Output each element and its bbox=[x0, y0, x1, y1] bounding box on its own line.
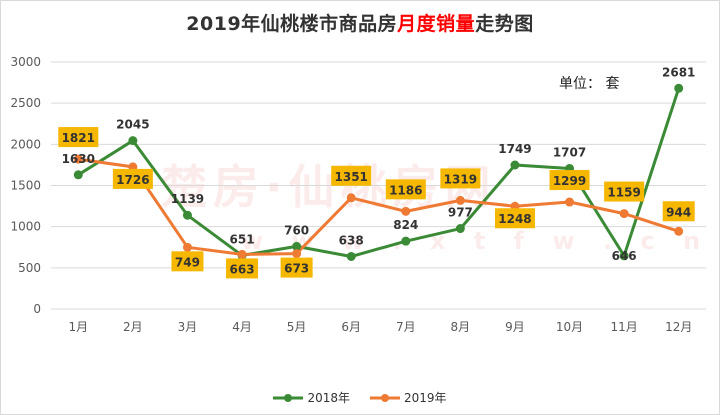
data-point bbox=[237, 249, 247, 259]
data-labels: 1630 2045 1139 651 760 638 824 977 1749 1707 646 26… bbox=[58, 65, 695, 279]
title-suffix: 走势图 bbox=[475, 13, 534, 35]
data-label-2019: 673 bbox=[284, 262, 309, 276]
x-tick-label: 7月 bbox=[396, 320, 416, 334]
title-highlight: 月度销量 bbox=[397, 13, 476, 35]
data-label-2018: 1749 bbox=[498, 142, 531, 156]
data-point bbox=[510, 160, 520, 170]
x-tick-label: 10月 bbox=[556, 320, 583, 334]
x-tick-label: 9月 bbox=[505, 320, 525, 334]
data-point bbox=[73, 170, 83, 180]
data-label-2018: 651 bbox=[230, 232, 255, 246]
data-point bbox=[455, 224, 465, 234]
y-tick-label: 1000 bbox=[10, 220, 41, 234]
data-point bbox=[619, 251, 629, 261]
data-label-box-2019 bbox=[662, 201, 695, 222]
data-point bbox=[346, 193, 356, 203]
data-label-2018: 760 bbox=[284, 223, 309, 237]
y-tick-label: 2500 bbox=[10, 96, 41, 110]
data-point bbox=[182, 210, 192, 220]
data-label-2018: 638 bbox=[339, 233, 364, 247]
data-point bbox=[565, 197, 575, 207]
x-tick-label: 5月 bbox=[287, 320, 307, 334]
data-label-2019: 1821 bbox=[62, 131, 95, 145]
x-tick-label: 6月 bbox=[341, 320, 361, 334]
y-tick-label: 2000 bbox=[10, 137, 41, 151]
data-point bbox=[346, 251, 356, 261]
data-label-2019: 1351 bbox=[335, 170, 368, 184]
gridlines bbox=[51, 61, 706, 310]
data-label-2019: 1186 bbox=[389, 183, 422, 197]
legend-swatch bbox=[370, 393, 400, 402]
y-tick-label: 500 bbox=[18, 261, 41, 275]
x-tick-label: 3月 bbox=[178, 320, 198, 334]
legend-item: 2019年 bbox=[370, 389, 447, 406]
data-point bbox=[292, 249, 302, 259]
x-tick-label: 2月 bbox=[123, 320, 143, 334]
data-point bbox=[455, 195, 465, 205]
data-point bbox=[401, 206, 411, 216]
data-label-box-2019 bbox=[549, 170, 590, 191]
unit-label: 单位： 套 bbox=[559, 76, 620, 92]
data-label-2018: 977 bbox=[448, 206, 473, 220]
data-label-box-2019 bbox=[58, 127, 99, 148]
y-tick-label: 0 bbox=[33, 302, 41, 316]
data-label-box-2019 bbox=[604, 181, 645, 202]
data-label-2018: 1707 bbox=[553, 145, 586, 159]
x-tick-label: 4月 bbox=[232, 320, 252, 334]
data-label-2018: 824 bbox=[393, 218, 418, 232]
data-point bbox=[182, 242, 192, 252]
data-label-box-2019 bbox=[331, 165, 372, 186]
data-label-2018: 1139 bbox=[171, 192, 204, 206]
data-point bbox=[73, 154, 83, 164]
data-label-box-2019 bbox=[112, 168, 153, 189]
x-tick-label: 8月 bbox=[451, 320, 471, 334]
data-label-2019: 1299 bbox=[553, 174, 586, 188]
data-label-box-2019 bbox=[494, 208, 535, 229]
data-label-box-2019 bbox=[440, 168, 481, 189]
title-prefix: 2019年仙桃楼市商品房 bbox=[186, 13, 398, 35]
data-point bbox=[619, 209, 629, 219]
legend-swatch bbox=[273, 393, 304, 402]
x-tick-label: 12月 bbox=[665, 320, 692, 334]
data-label-2018: 2681 bbox=[662, 65, 695, 79]
y-axis: 0 500 1000 1500 2000 2500 3000 bbox=[10, 55, 41, 316]
data-point bbox=[128, 136, 138, 146]
data-label-2019: 1159 bbox=[607, 186, 640, 200]
x-axis: 1月 2月 3月 4月 5月 6月 7月 8月 9月 10月 11月 12月 bbox=[68, 320, 692, 334]
data-label-2019: 1248 bbox=[498, 212, 531, 226]
data-label-box-2019 bbox=[226, 258, 259, 279]
data-label-2019: 1726 bbox=[116, 173, 149, 187]
data-label-box-2019 bbox=[280, 257, 313, 278]
data-label-2019: 663 bbox=[230, 262, 255, 276]
y-tick-label: 1500 bbox=[10, 179, 41, 193]
data-label-box-2019 bbox=[171, 251, 204, 272]
data-label-box-2019 bbox=[385, 179, 426, 200]
x-tick-label: 1月 bbox=[68, 320, 88, 334]
data-point bbox=[674, 226, 684, 236]
data-label-2019: 1319 bbox=[444, 172, 477, 186]
legend: 2018年 2019年 bbox=[1, 389, 719, 406]
legend-item: 2018年 bbox=[273, 389, 350, 406]
y-tick-label: 3000 bbox=[10, 55, 41, 69]
series-line-1 bbox=[78, 157, 680, 256]
chart-title: 2019年仙桃楼市商品房月度销量走势图 bbox=[1, 9, 719, 36]
legend-label: 2018年 bbox=[307, 391, 350, 405]
x-tick-label: 11月 bbox=[610, 320, 637, 334]
data-point bbox=[674, 83, 684, 93]
series-points bbox=[73, 83, 684, 261]
data-label-2018: 2045 bbox=[116, 118, 149, 132]
data-point bbox=[401, 236, 411, 246]
data-label-2019: 944 bbox=[666, 205, 691, 219]
legend-label: 2019年 bbox=[404, 391, 447, 405]
data-label-2018: 1630 bbox=[62, 152, 95, 166]
data-label-2019: 749 bbox=[175, 255, 200, 269]
data-label-2018: 646 bbox=[612, 249, 637, 263]
